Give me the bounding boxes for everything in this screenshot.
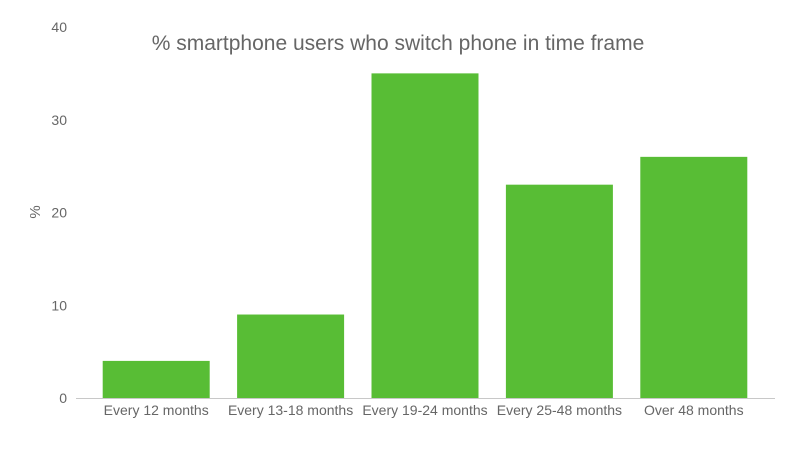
bar: [102, 360, 210, 398]
bar: [371, 73, 479, 398]
bar: [640, 156, 748, 398]
x-tick-label: Every 25-48 months: [497, 402, 622, 418]
bar: [237, 314, 345, 398]
y-tick-label: 30: [51, 112, 67, 128]
bar: [505, 184, 613, 398]
bars: [102, 73, 748, 398]
x-tick-label: Every 12 months: [104, 402, 209, 418]
y-axis-title: %: [27, 205, 44, 218]
x-axis-ticks: Every 12 months Every 13-18 months Every 1…: [104, 402, 744, 418]
chart-title: % smartphone users who switch phone in t…: [152, 32, 645, 55]
x-tick-label: Over 48 months: [644, 402, 744, 418]
y-tick-label: 10: [51, 297, 67, 313]
y-tick-label: 0: [59, 390, 67, 406]
x-tick-label: Every 19-24 months: [362, 402, 487, 418]
y-axis-ticks: 0 10 20 30 40: [51, 19, 67, 406]
y-tick-label: 40: [51, 19, 67, 35]
y-tick-label: 20: [51, 205, 67, 221]
x-tick-label: Every 13-18 months: [228, 402, 353, 418]
